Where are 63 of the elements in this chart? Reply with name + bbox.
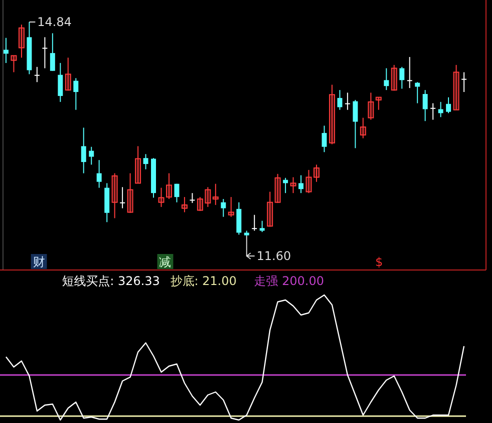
candlestick <box>399 66 404 90</box>
candlestick <box>50 32 56 72</box>
candlestick <box>42 36 48 69</box>
candlestick <box>430 102 436 120</box>
candlestick <box>422 90 428 122</box>
candlestick <box>438 101 444 118</box>
candlestick <box>182 196 188 213</box>
candlestick <box>158 187 164 208</box>
candlestick <box>446 96 451 114</box>
candlestick <box>290 176 296 194</box>
candlestick <box>4 37 8 64</box>
candlestick <box>368 92 374 120</box>
candlestick <box>314 164 320 182</box>
text: $ <box>375 255 383 269</box>
candlestick <box>352 99 358 149</box>
text: 减 <box>159 255 172 269</box>
candlestick <box>73 78 78 110</box>
candlestick <box>120 186 125 209</box>
candlestick <box>174 183 180 203</box>
candlestick <box>18 24 25 58</box>
candlestick <box>260 220 265 233</box>
candlestick <box>282 177 288 194</box>
candlestick <box>391 64 398 92</box>
candlestick <box>34 66 40 83</box>
text: 走强 200.00 <box>254 274 324 288</box>
candlestick <box>10 55 17 73</box>
candlestick <box>134 146 141 184</box>
candlestick <box>453 64 460 110</box>
candlestick <box>96 160 102 188</box>
candlestick <box>81 127 86 174</box>
candlestick <box>236 202 242 236</box>
candlestick <box>376 96 382 110</box>
candlestick <box>329 84 336 145</box>
candlestick <box>197 196 204 212</box>
text: 财 <box>32 255 45 269</box>
candlestick <box>337 90 342 110</box>
text: 抄底: 21.00 <box>170 274 237 288</box>
candlestick <box>462 72 466 93</box>
candlestick <box>204 186 211 208</box>
candlestick <box>322 125 327 153</box>
candlestick <box>252 214 257 232</box>
candlestick <box>88 146 94 166</box>
candlestick <box>228 196 234 218</box>
candlestick <box>190 192 195 204</box>
candlestick <box>127 172 134 214</box>
candlestick <box>345 92 350 110</box>
text: 短线买点: 326.33 <box>62 274 160 288</box>
candlestick <box>58 62 63 102</box>
candlestick <box>212 183 219 206</box>
text: 11.60 <box>256 249 292 263</box>
candlestick <box>65 57 72 92</box>
candlestick <box>407 56 412 89</box>
candlestick <box>274 173 281 204</box>
candlestick <box>306 169 312 194</box>
candlestick <box>360 117 366 139</box>
candlestick <box>112 172 118 219</box>
candlestick <box>166 172 172 200</box>
annotation: 14.84 <box>37 15 72 29</box>
candlestick <box>298 174 304 194</box>
candlestick <box>220 198 226 218</box>
candlestick <box>266 191 273 228</box>
candlestick <box>384 68 389 91</box>
candlestick <box>143 154 148 170</box>
